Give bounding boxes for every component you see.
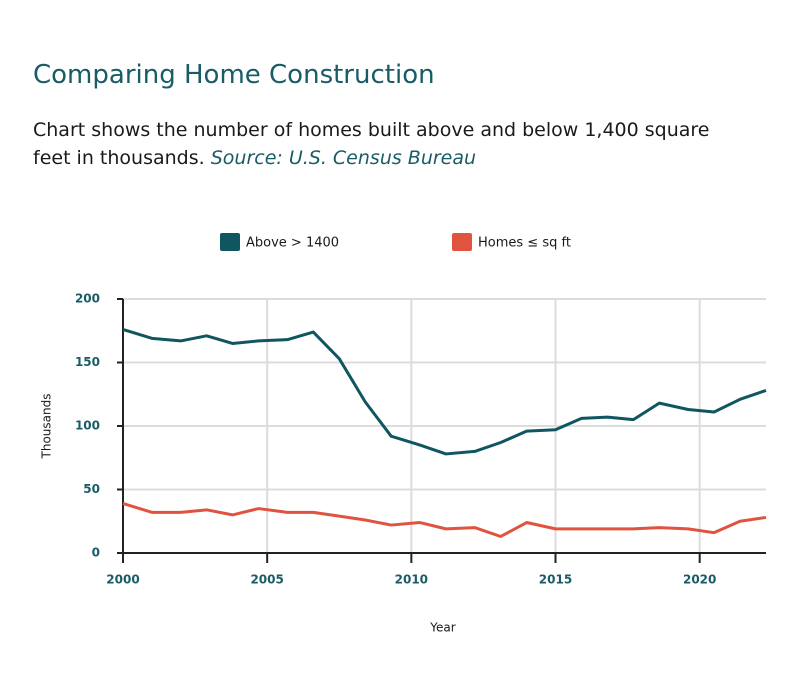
y-tick-label: 200 [75,292,100,306]
x-tick-label: 2015 [539,573,572,587]
y-tick-label: 0 [92,546,100,560]
y-tick-label: 150 [75,355,100,369]
subtitle-text: Chart shows the number of homes built ab… [33,119,710,169]
y-tick-label: 50 [83,482,100,496]
x-tick-label: 2005 [250,573,283,587]
legend-swatch [220,233,240,251]
legend-label: Homes ≤ sq ft [478,236,571,251]
x-tick-label: 2010 [395,573,428,587]
y-tick-label: 100 [75,419,100,433]
y-axis-label: Thousands [40,394,54,460]
x-axis-label: Year [429,621,455,635]
line-series [122,502,767,538]
chart-title: Comparing Home Construction [33,60,435,90]
x-tick-label: 2000 [106,573,139,587]
x-tick-label: 2020 [683,573,716,587]
subtitle: Chart shows the number of homes built ab… [33,116,753,172]
legend-swatch [452,233,472,251]
legend-label: Above > 1400 [246,236,339,251]
line-series [122,328,767,456]
source: Source: U.S. Census Bureau [210,147,477,169]
